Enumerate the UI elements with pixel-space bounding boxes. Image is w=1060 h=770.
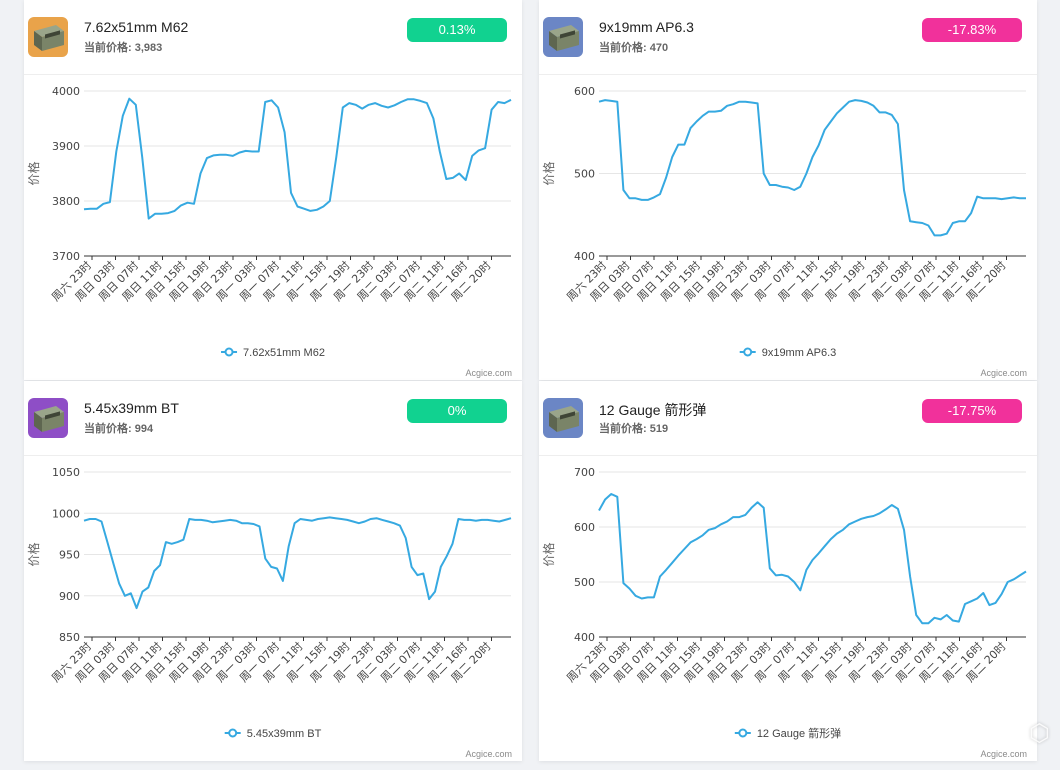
legend-label: 5.45x39mm BT (247, 728, 322, 740)
y-tick-label: 3900 (52, 140, 80, 153)
y-tick-label: 400 (574, 631, 595, 644)
legend: 9x19mm AP6.3 (762, 347, 837, 359)
series-line (83, 516, 512, 610)
source-label: Acgice.com (465, 368, 512, 378)
source-label: Acgice.com (980, 749, 1027, 759)
y-tick-label: 500 (574, 576, 595, 589)
box-side (549, 412, 557, 432)
box-side (34, 412, 42, 432)
box-top (34, 25, 64, 37)
y-tick-label: 700 (574, 466, 595, 479)
card-header: 12 Gauge 箭形弹 当前价格: 519 -17.75% (539, 381, 1037, 456)
box-top (549, 406, 579, 418)
price-label: 当前价格: (599, 42, 647, 54)
current-price: 当前价格: 519 (599, 420, 668, 436)
box-label (560, 411, 575, 420)
y-tick-label: 1050 (52, 466, 80, 479)
legend: 5.45x39mm BT (247, 728, 322, 740)
box-side (34, 31, 42, 51)
item-name[interactable]: 9x19mm AP6.3 (599, 19, 694, 35)
ammo-box-graphic (34, 406, 64, 432)
y-tick-label: 4000 (52, 85, 80, 98)
card-header: 5.45x39mm BT 当前价格: 994 0% (24, 381, 522, 456)
ammo-box-graphic (34, 25, 64, 51)
y-tick-label: 3700 (52, 250, 80, 263)
box-side (549, 31, 557, 51)
change-badge: -17.75% (922, 399, 1022, 423)
legend-swatch-dot (228, 728, 238, 738)
series-line (83, 97, 512, 220)
change-badge: 0.13% (407, 18, 507, 42)
box-label (45, 30, 60, 39)
y-tick-label: 850 (59, 631, 80, 644)
ammo-box-icon (28, 398, 68, 438)
price-card-9x19-ap63: 9x19mm AP6.3 当前价格: 470 -17.83% 400 500 600… (539, 0, 1037, 380)
card-header: 7.62x51mm M62 当前价格: 3,983 0.13% (24, 0, 522, 75)
legend: 12 Gauge 箭形弹 (757, 726, 841, 740)
legend-label: 12 Gauge 箭形弹 (757, 726, 841, 740)
price-value: 994 (134, 423, 154, 435)
y-tick-label: 900 (59, 590, 80, 603)
y-tick-label: 950 (59, 549, 80, 562)
card-header: 9x19mm AP6.3 当前价格: 470 -17.83% (539, 0, 1037, 75)
source-label: Acgice.com (465, 749, 512, 759)
y-tick-label: 3800 (52, 195, 80, 208)
ammo-box-icon (543, 398, 583, 438)
price-value: 519 (649, 423, 669, 435)
y-axis-label: 价格 (26, 542, 41, 566)
item-name[interactable]: 5.45x39mm BT (84, 400, 179, 416)
box-top (549, 25, 579, 37)
y-axis-label: 价格 (541, 542, 556, 566)
ammo-box-icon (28, 17, 68, 57)
change-badge: -17.83% (922, 18, 1022, 42)
price-label: 当前价格: (599, 423, 647, 435)
series-line (598, 493, 1027, 625)
y-tick-label: 1000 (52, 507, 80, 520)
box-label (45, 411, 60, 420)
y-tick-label: 600 (574, 521, 595, 534)
current-price: 当前价格: 470 (599, 39, 668, 55)
legend: 7.62x51mm M62 (243, 347, 325, 359)
price-card-762x51-m62: 7.62x51mm M62 当前价格: 3,983 0.13% 3700 3800… (24, 0, 522, 380)
y-axis-label: 价格 (541, 161, 556, 185)
price-card-12-gauge-flechette: 12 Gauge 箭形弹 当前价格: 519 -17.75% 400 500 600… (539, 381, 1037, 761)
y-tick-label: 400 (574, 250, 595, 263)
price-label: 当前价格: (84, 42, 132, 54)
current-price: 当前价格: 3,983 (84, 39, 162, 55)
ammo-box-graphic (549, 25, 579, 51)
price-card-545x39-bt: 5.45x39mm BT 当前价格: 994 0% 850 900 950 1000 1… (24, 381, 522, 761)
legend-swatch-dot (743, 347, 753, 357)
y-tick-label: 500 (574, 168, 595, 181)
y-axis-label: 价格 (26, 161, 41, 185)
current-price: 当前价格: 994 (84, 420, 153, 436)
price-value: 3,983 (134, 42, 163, 54)
series-line (598, 99, 1026, 237)
site-watermark-logo: ⬡ (1029, 720, 1050, 747)
y-tick-label: 600 (574, 85, 595, 98)
source-label: Acgice.com (980, 368, 1027, 378)
item-name[interactable]: 12 Gauge 箭形弹 (599, 402, 707, 418)
price-label: 当前价格: (84, 423, 132, 435)
legend-swatch-dot (738, 728, 748, 738)
legend-label: 9x19mm AP6.3 (762, 347, 837, 359)
ammo-box-graphic (549, 406, 579, 432)
item-name[interactable]: 7.62x51mm M62 (84, 19, 189, 35)
legend-swatch-dot (224, 347, 234, 357)
change-badge: 0% (407, 399, 507, 423)
box-top (34, 406, 64, 418)
legend-label: 7.62x51mm M62 (243, 347, 325, 359)
price-value: 470 (649, 42, 669, 54)
ammo-box-icon (543, 17, 583, 57)
box-label (560, 30, 575, 39)
